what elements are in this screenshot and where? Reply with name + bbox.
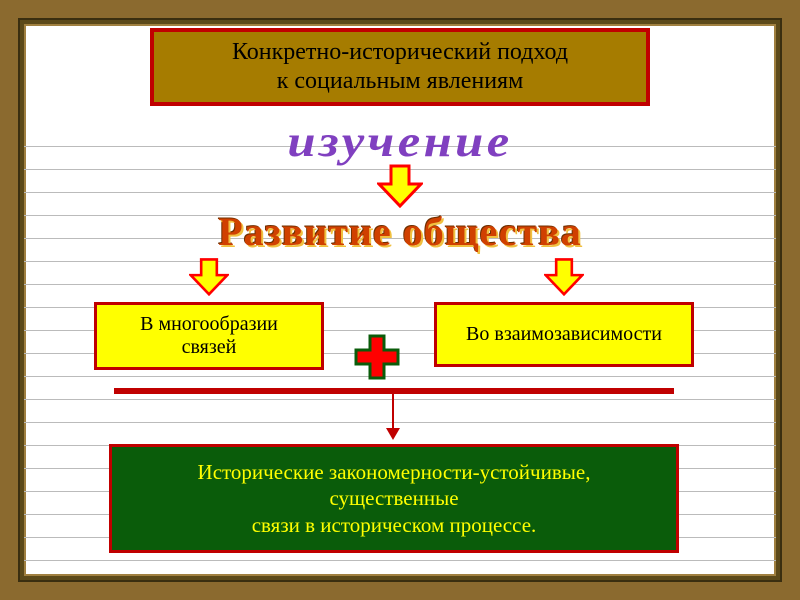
arrow-down-left-icon bbox=[189, 256, 229, 296]
bottom-box: Исторические закономерности-устойчивые, … bbox=[109, 444, 679, 553]
bottom-line-3: связи в историческом процессе. bbox=[122, 512, 666, 538]
heading-text: Развитие общества bbox=[24, 208, 776, 255]
left-box: В многообразии связей bbox=[94, 302, 324, 370]
subtitle-text: изучение bbox=[20, 116, 780, 167]
bottom-line-1: Исторические закономерности-устойчивые, bbox=[122, 459, 666, 485]
title-box: Конкретно-исторический подход к социальн… bbox=[150, 28, 650, 106]
connector-line bbox=[114, 388, 674, 394]
title-line-1: Конкретно-исторический подход bbox=[164, 38, 636, 67]
title-line-2: к социальным явлениям bbox=[164, 67, 636, 96]
plus-icon bbox=[352, 332, 402, 382]
bottom-line-2: существенные bbox=[122, 485, 666, 511]
left-box-line-2: связей bbox=[107, 336, 311, 359]
right-box: Во взаимозависимости bbox=[434, 302, 694, 367]
left-box-line-1: В многообразии bbox=[107, 313, 311, 336]
slide-outer-frame: Конкретно-исторический подход к социальн… bbox=[0, 0, 800, 600]
connector-arrow-icon bbox=[392, 394, 394, 438]
arrow-down-icon bbox=[377, 162, 423, 208]
arrow-down-right-icon bbox=[544, 256, 584, 296]
right-box-line-1: Во взаимозависимости bbox=[447, 323, 681, 346]
slide-inner-frame: Конкретно-исторический подход к социальн… bbox=[20, 20, 780, 580]
